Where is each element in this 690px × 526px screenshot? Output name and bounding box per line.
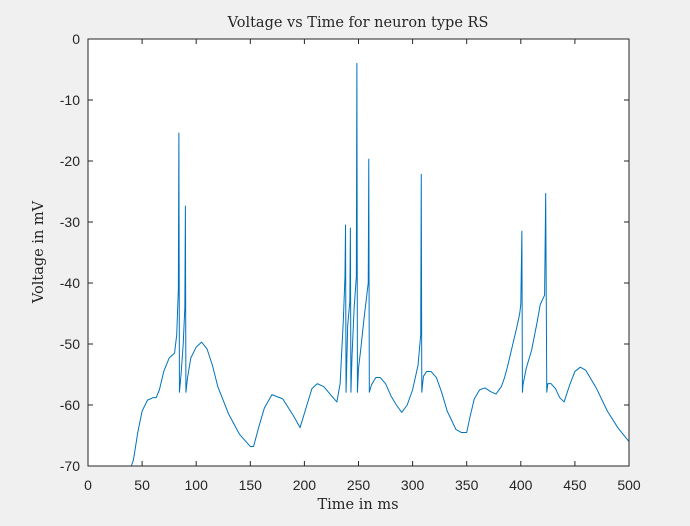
x-axis-label: Time in ms [317,497,398,513]
y-tick-label: -30 [60,214,80,230]
x-tick-label: 500 [617,477,641,493]
y-tick-label: -70 [60,458,80,474]
chart-title: Voltage vs Time for neuron type RS [227,15,489,31]
x-tick-label: 0 [84,477,92,493]
x-tick-label: 150 [239,477,263,493]
x-tick-label: 450 [563,477,587,493]
x-tick-label: 300 [401,477,425,493]
series-line [88,62,630,467]
y-tick-label: -40 [60,275,80,291]
y-tick-label: 0 [72,31,80,47]
y-tick-label: -50 [60,336,80,352]
axes-background [88,39,629,466]
y-tick-label: -60 [60,397,80,413]
x-axis: 0 50 100 150 200 250 300 350 400 450 500 [84,39,641,493]
y-tick-label: -10 [60,92,80,108]
x-tick-label: 50 [134,477,150,493]
x-tick-label: 200 [293,477,317,493]
x-tick-label: 350 [455,477,479,493]
x-tick-label: 250 [347,477,371,493]
y-tick-label: -20 [60,153,80,169]
x-tick-label: 100 [185,477,209,493]
x-tick-label: 400 [509,477,533,493]
y-axis-label: Voltage in mV [31,200,47,304]
y-axis: 0 -10 -20 -30 -40 -50 -60 -70 [60,31,629,474]
